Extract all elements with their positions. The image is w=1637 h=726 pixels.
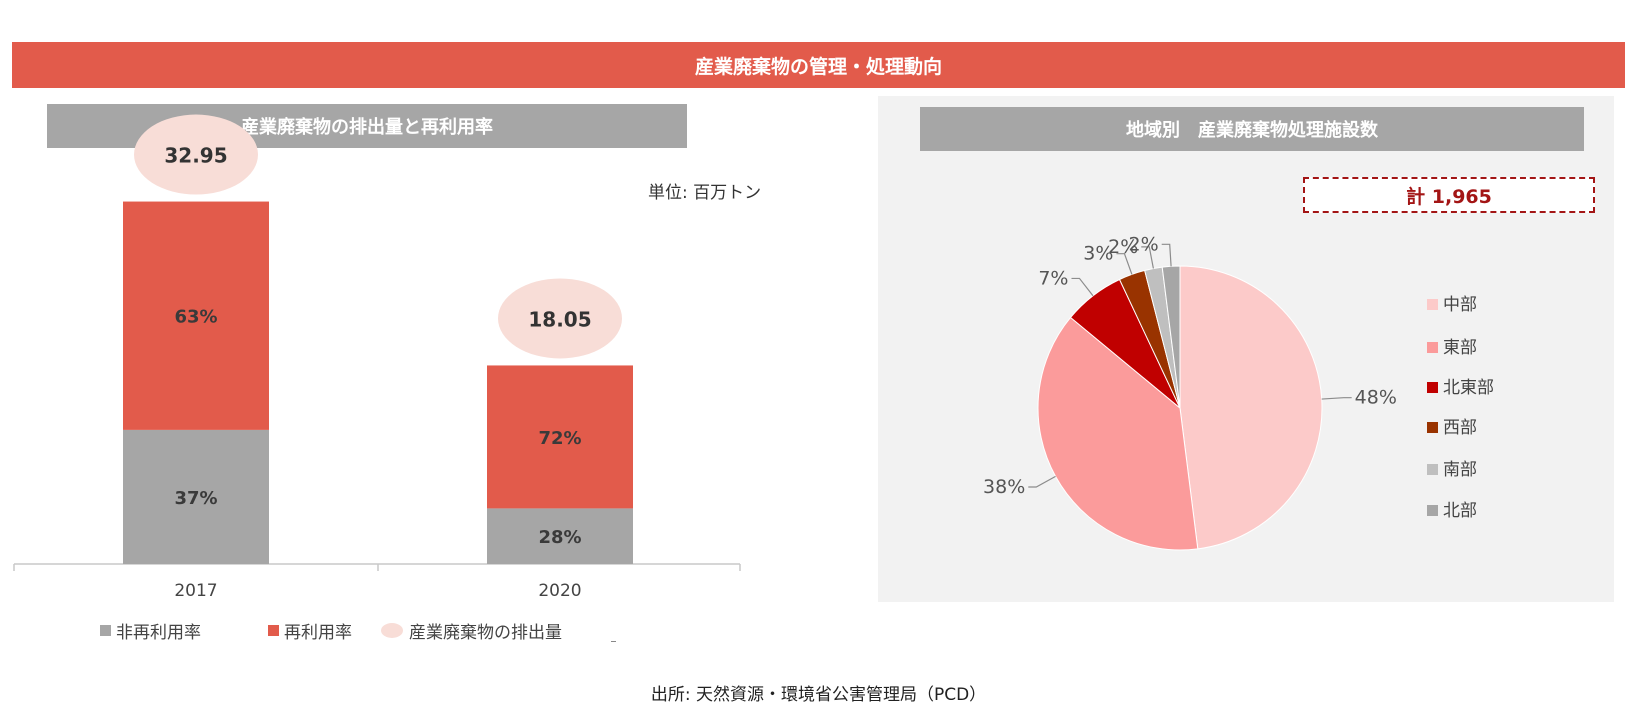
bar-segment (487, 508, 633, 564)
pie-legend-swatch (1427, 342, 1438, 353)
emission-bubble (498, 278, 622, 359)
bar-data-label: 72% (538, 428, 581, 449)
pie-leader-line (1161, 243, 1172, 267)
bar-chart: 37% 63% 32.95 2017 28% 72% 18.05 2020 (13, 114, 741, 600)
pie-legend-label: 北東部 (1443, 378, 1494, 398)
right-panel-header: 地域別 産業廃棄物処理施設数 (920, 107, 1584, 151)
emission-value-label: 18.05 (528, 307, 591, 331)
pie-slice (1037, 316, 1199, 551)
pie-slice-label: 7% (1038, 267, 1068, 289)
emission-bubble (134, 114, 258, 195)
pie-legend-label: 東部 (1443, 338, 1477, 358)
bar-segment (123, 201, 269, 430)
pie-leader-line (1116, 253, 1133, 275)
pie-leader-line (1071, 277, 1094, 297)
source-note: 出所: 天然資源・環境省公害管理局（PCD） (650, 685, 987, 705)
pie-legend-swatch (1427, 464, 1438, 475)
legend-label-non-recycled: 非再利用率 (116, 623, 201, 643)
pie-legend-swatch (1427, 299, 1438, 310)
pie-legend-swatch (1427, 382, 1438, 393)
legend-swatch-emissions (381, 623, 403, 638)
pie-legend-label: 南部 (1443, 460, 1477, 480)
unit-label: 単位: 百万トン (648, 183, 762, 203)
bar-segment (487, 365, 633, 509)
pie-leader-line (1028, 475, 1056, 488)
legend-swatch-recycled (268, 625, 279, 636)
pie-legend-swatch (1427, 422, 1438, 433)
pie-legend-label: 北部 (1443, 501, 1477, 521)
pie-slice-label: 48% (1355, 387, 1397, 409)
legend-non-recycled: 非再利用率 (100, 618, 201, 643)
x-tick-label: 2017 (174, 581, 217, 600)
pie-leader-line (1141, 246, 1154, 269)
x-tick-label: 2020 (538, 581, 581, 600)
main-title-banner: 産業廃棄物の管理・処理動向 (12, 42, 1625, 88)
pie-slice (1179, 265, 1323, 550)
pie-legend-label: 西部 (1443, 418, 1477, 438)
legend-recycled: 再利用率 (268, 618, 352, 643)
pie-legend-swatch (1427, 505, 1438, 516)
pie-slice-label: 3% (1083, 243, 1113, 265)
pie-slice-label: 2% (1129, 233, 1159, 255)
pie-slice-label: 38% (983, 476, 1025, 498)
legend-emissions: 産業廃棄物の排出量 (381, 618, 562, 643)
bar-segment (123, 429, 269, 564)
bar-data-label: 28% (538, 527, 581, 548)
bar-data-label: 63% (174, 307, 217, 328)
emission-value-label: 32.95 (164, 144, 227, 168)
total-box: 計 1,965 (1303, 177, 1595, 213)
legend-swatch-non-recycled (100, 625, 111, 636)
pie-legend-label: 中部 (1443, 295, 1477, 315)
pie-slice-label: 2% (1108, 236, 1138, 258)
bar-data-label: 37% (174, 488, 217, 509)
legend-label-emissions: 産業廃棄物の排出量 (409, 623, 562, 643)
legend-stray-mark (611, 641, 616, 642)
legend-label-recycled: 再利用率 (284, 623, 352, 643)
pie-leader-line (1321, 397, 1352, 400)
